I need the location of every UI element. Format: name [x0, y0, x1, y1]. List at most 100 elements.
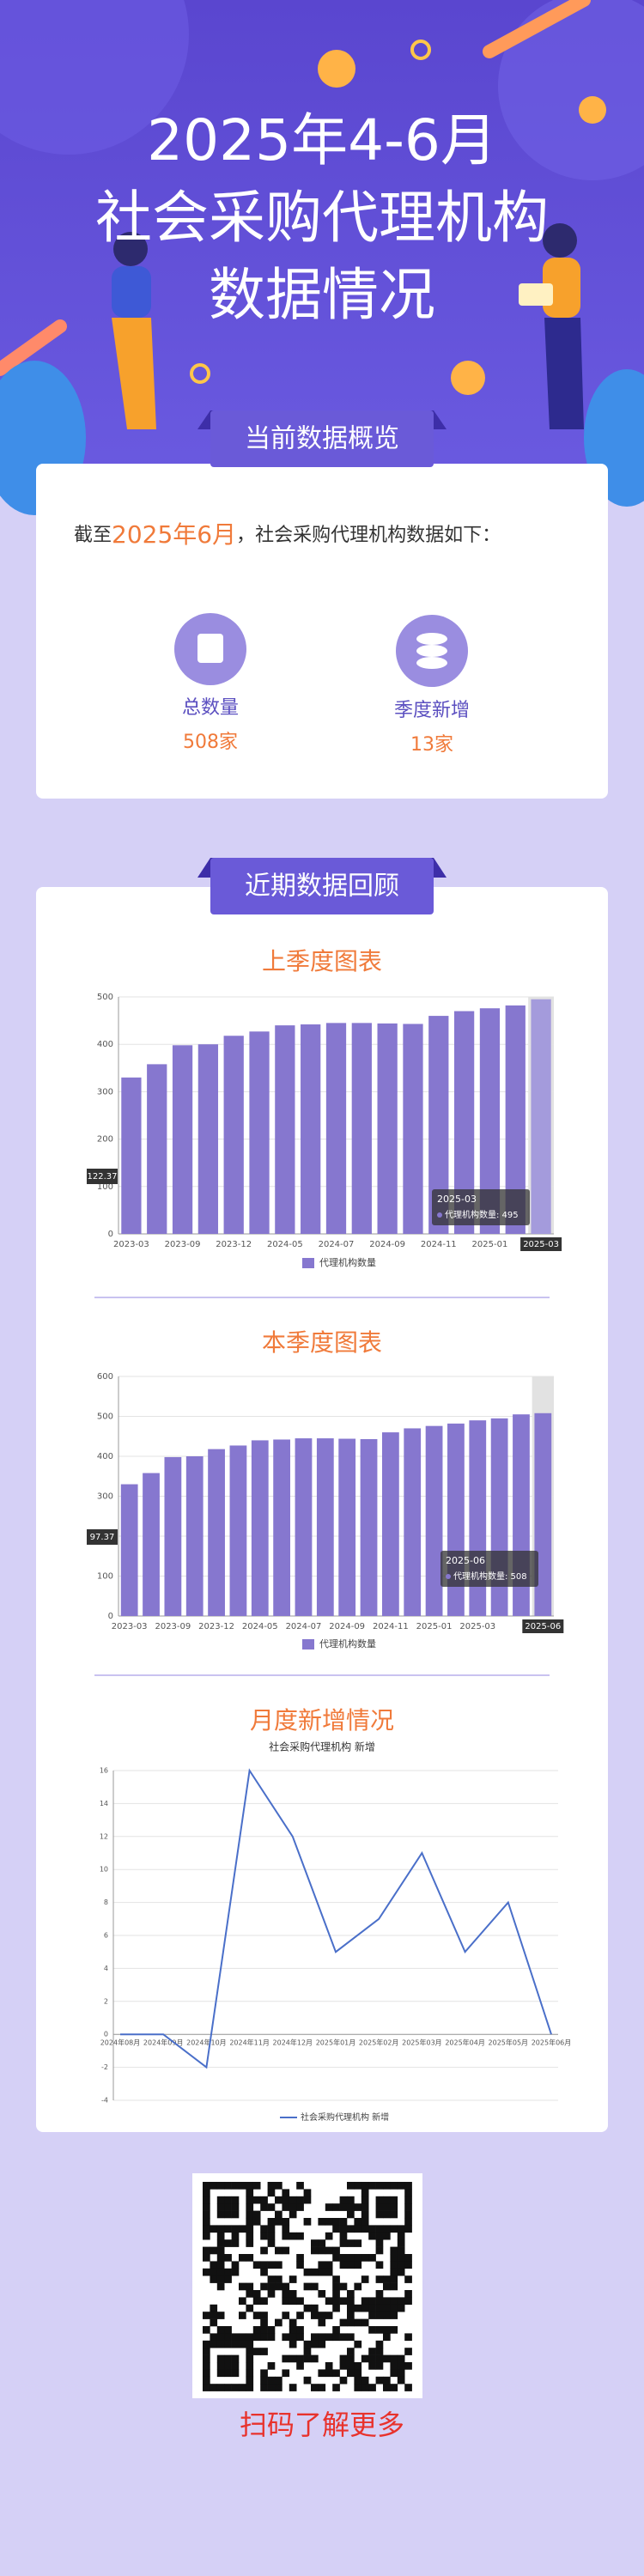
- x-tick-label: 2025-06: [525, 1622, 561, 1631]
- qr-cell: [332, 2304, 340, 2312]
- qr-cell: [239, 2333, 246, 2342]
- qr-cell: [303, 2282, 312, 2291]
- decor: [498, 0, 644, 180]
- coin: [579, 96, 606, 124]
- qr-cell: [267, 2282, 276, 2291]
- tooltip-dot: [437, 1212, 442, 1218]
- x-tick-label: 2025年02月: [359, 2038, 399, 2047]
- qr-cell: [404, 2362, 412, 2370]
- qr-cell: [404, 2218, 412, 2226]
- qr-cell: [361, 2297, 369, 2306]
- qr-cell: [339, 2232, 348, 2240]
- qr-cell: [210, 2304, 218, 2312]
- qr-cell: [231, 2196, 240, 2204]
- qr-cell: [325, 2297, 333, 2306]
- qr-cell: [216, 2210, 225, 2219]
- qr-cell: [282, 2189, 290, 2197]
- qr-cell: [216, 2261, 225, 2269]
- qr-cell: [210, 2312, 218, 2319]
- bar: [428, 1016, 449, 1234]
- qr-cell: [390, 2210, 398, 2219]
- qr-cell: [252, 2218, 261, 2226]
- qr-cell: [282, 2333, 290, 2342]
- x-tick-label: 2025年05月: [489, 2038, 529, 2047]
- qr-cell: [203, 2348, 210, 2355]
- qr-cell: [216, 2384, 225, 2391]
- intro-text: ，社会采购代理机构数据如下：: [236, 525, 501, 546]
- qr-cell: [260, 2333, 268, 2342]
- qr-cell: [383, 2312, 391, 2319]
- qr-cell: [203, 2326, 210, 2334]
- bar: [147, 1064, 167, 1234]
- qr-cell: [246, 2376, 254, 2385]
- y-tick-label: 500: [97, 1413, 113, 1422]
- qr-cell: [246, 2384, 254, 2391]
- qr-cell: [282, 2290, 290, 2298]
- y-tick-label: 6: [104, 1932, 108, 1940]
- qr-cell: [203, 2369, 210, 2378]
- qr-cell: [325, 2333, 333, 2342]
- qr-cell: [275, 2218, 283, 2226]
- qr-cell: [383, 2232, 391, 2240]
- bar: [534, 1413, 552, 1616]
- qr-cell: [318, 2312, 326, 2319]
- bar: [143, 1473, 160, 1616]
- qr-cell: [203, 2225, 210, 2233]
- qr-cell: [203, 2376, 210, 2385]
- qr-cell: [397, 2354, 405, 2363]
- qr-cell: [375, 2348, 384, 2355]
- qr-cell: [397, 2254, 405, 2262]
- qr-cell: [347, 2254, 355, 2262]
- qr-cell: [203, 2354, 210, 2363]
- stat-label: 季度新增: [394, 700, 470, 721]
- legend-label: 社会采购代理机构 新增: [301, 2111, 389, 2123]
- qr-cell: [390, 2384, 398, 2391]
- qr-cell: [246, 2196, 254, 2204]
- qr-cell: [318, 2239, 326, 2247]
- qr-cell: [397, 2268, 405, 2276]
- qr-cell: [224, 2203, 232, 2211]
- x-tick-label: 2025年01月: [316, 2038, 356, 2047]
- qr-cell: [239, 2225, 246, 2233]
- qr-cell: [404, 2210, 412, 2219]
- y-tick-label: 4: [104, 1965, 108, 1972]
- qr-cell: [332, 2290, 340, 2298]
- qr-cell: [231, 2369, 240, 2378]
- qr-cell: [397, 2182, 405, 2190]
- line: [120, 1768, 552, 2069]
- qr-cell: [383, 2376, 391, 2385]
- qr-cell: [260, 2203, 268, 2211]
- qr-cell: [354, 2182, 362, 2190]
- qr-cell: [332, 2326, 340, 2334]
- qr-cell: [397, 2246, 405, 2255]
- qr-cell: [361, 2189, 369, 2197]
- person-right: [519, 223, 584, 429]
- qr-cell: [390, 2254, 398, 2262]
- tab-title: 近期数据回顾: [245, 872, 399, 902]
- legend-swatch: [302, 1639, 314, 1649]
- qr-cell: [231, 2182, 240, 2190]
- qr-cell: [397, 2369, 405, 2378]
- qr-cell: [275, 2182, 283, 2190]
- qr-cell: [375, 2275, 384, 2283]
- qr-cell: [282, 2196, 290, 2204]
- qr-cell: [404, 2290, 412, 2298]
- qr-cell: [325, 2369, 333, 2378]
- qr-cell: [231, 2261, 240, 2269]
- qr-cell: [231, 2232, 240, 2240]
- qr-cell: [375, 2203, 384, 2211]
- x-label-bg: [520, 1237, 562, 1251]
- qr-cell: [210, 2268, 218, 2276]
- qr-cell: [203, 2340, 210, 2348]
- qr-cell: [347, 2354, 355, 2363]
- y-tick-label: 16: [100, 1767, 108, 1775]
- qr-cell: [252, 2326, 261, 2334]
- qr-cell: [216, 2225, 225, 2233]
- qr-cell: [383, 2326, 391, 2334]
- qr-cell: [339, 2218, 348, 2226]
- qr-cell: [318, 2218, 326, 2226]
- qr-cell: [275, 2282, 283, 2291]
- qr-cell: [246, 2362, 254, 2370]
- qr-cell: [260, 2232, 268, 2240]
- qr-cell: [210, 2246, 218, 2255]
